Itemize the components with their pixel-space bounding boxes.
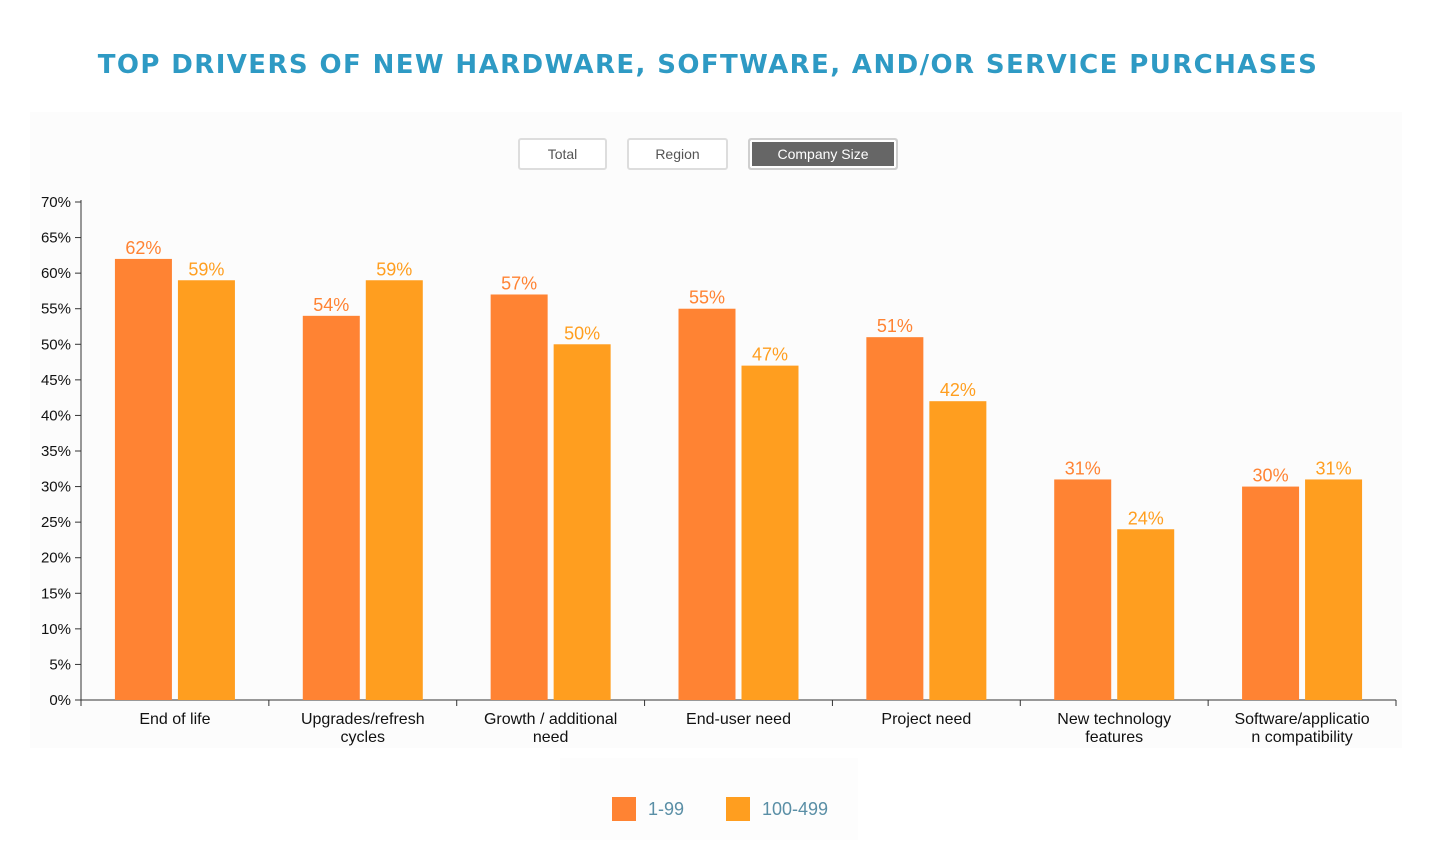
data-label-1-99: 30% (1253, 466, 1289, 486)
data-label-1-99: 54% (313, 295, 349, 315)
x-tick-label: need (533, 729, 569, 746)
y-tick-label: 30% (41, 479, 71, 496)
legend-swatch-100-499 (726, 797, 750, 821)
y-tick-label: 55% (41, 301, 71, 318)
x-tick-label: Software/applicatio (1234, 711, 1369, 728)
x-tick-label: cycles (341, 729, 385, 746)
x-tick-label: n compatibility (1251, 729, 1352, 746)
data-label-100-499: 47% (752, 345, 788, 365)
y-tick-label: 50% (41, 336, 71, 353)
y-tick-label: 20% (41, 550, 71, 567)
bar-100-499 (1305, 479, 1363, 700)
y-tick-label: 45% (41, 372, 71, 389)
bar-100-499 (929, 401, 987, 700)
x-tick-label: features (1085, 729, 1143, 746)
data-label-1-99: 51% (877, 316, 913, 336)
bar-1-99 (302, 315, 360, 700)
y-tick-label: 35% (41, 443, 71, 460)
data-label-1-99: 55% (689, 288, 725, 308)
tab-region[interactable]: Region (627, 138, 728, 170)
bar-100-499 (1117, 529, 1175, 700)
x-tick-label: End-user need (686, 711, 791, 728)
bar-1-99 (1242, 486, 1300, 700)
x-tick-label: Upgrades/refresh (301, 711, 425, 728)
bar-1-99 (490, 294, 548, 700)
y-tick-label: 60% (41, 265, 71, 282)
bar-1-99 (114, 258, 172, 700)
x-tick-label: New technology (1057, 711, 1171, 728)
data-label-1-99: 31% (1065, 458, 1101, 478)
y-tick-label: 65% (41, 230, 71, 247)
y-tick-label: 10% (41, 621, 71, 638)
x-tick-label: Project need (881, 711, 971, 728)
x-tick-label: End of life (139, 711, 210, 728)
x-tick-label: Growth / additional (484, 711, 617, 728)
y-tick-label: 70% (41, 194, 71, 211)
legend-item-1-99[interactable]: 1-99 (612, 797, 684, 821)
tab-total[interactable]: Total (518, 138, 607, 170)
bar-chart: 0% 5% 10% 15% 20% 25% 30% 35% 40% 45% 50% 55% 60% 65%… (41, 194, 1397, 746)
data-label-100-499: 59% (188, 259, 224, 279)
y-tick-label: 15% (41, 585, 71, 602)
bar-1-99 (1054, 479, 1112, 700)
data-label-100-499: 24% (1128, 508, 1164, 528)
legend-item-100-499[interactable]: 100-499 (726, 797, 828, 821)
data-label-1-99: 57% (501, 273, 537, 293)
legend (560, 758, 858, 840)
y-tick-label: 0% (49, 692, 71, 709)
bar-100-499 (553, 344, 611, 700)
bar-100-499 (177, 280, 235, 700)
chart-title: TOP DRIVERS OF NEW HARDWARE, SOFTWARE, A… (97, 50, 1319, 80)
bar-100-499 (365, 280, 423, 700)
y-tick-label: 40% (41, 407, 71, 424)
data-label-100-499: 31% (1316, 458, 1352, 478)
bar-1-99 (866, 337, 924, 700)
data-label-100-499: 42% (940, 380, 976, 400)
y-tick-label: 5% (49, 656, 71, 673)
bar-100-499 (741, 365, 799, 700)
legend-label-100-499: 100-499 (762, 798, 829, 819)
tab-company-size[interactable]: Company Size (748, 138, 898, 170)
bar-1-99 (678, 308, 736, 700)
data-label-100-499: 59% (376, 259, 412, 279)
legend-swatch-1-99 (612, 797, 636, 821)
data-label-1-99: 62% (125, 238, 161, 258)
data-label-100-499: 50% (564, 323, 600, 343)
legend-label-1-99: 1-99 (648, 798, 685, 819)
y-tick-label: 25% (41, 514, 71, 531)
